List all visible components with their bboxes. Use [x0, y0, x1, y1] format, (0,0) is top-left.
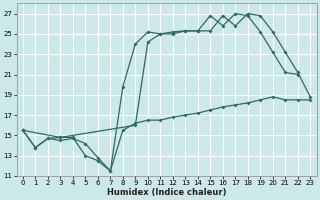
X-axis label: Humidex (Indice chaleur): Humidex (Indice chaleur) — [107, 188, 226, 197]
